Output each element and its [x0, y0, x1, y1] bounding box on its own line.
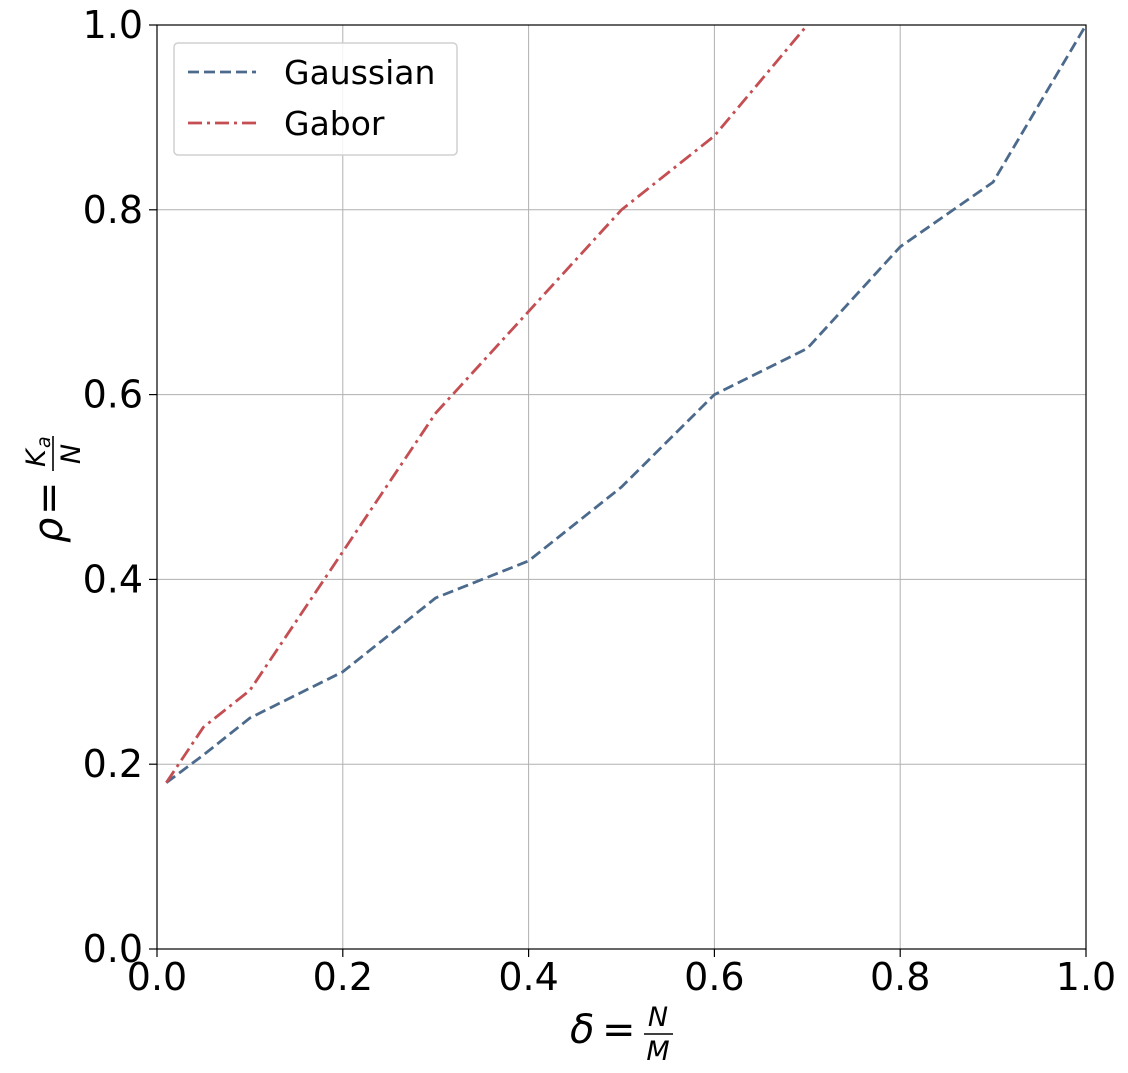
- y-tick-label-2: 0.4: [83, 557, 143, 601]
- y-tick-label-3: 0.6: [83, 373, 143, 417]
- series-line-gaussian: [165, 24, 1088, 784]
- y-tick-label-4: 0.8: [83, 188, 143, 232]
- x-axis-label-denominator: M: [646, 1036, 669, 1067]
- plot-frame: [156, 24, 1087, 950]
- x-tick-label-5: 1.0: [1056, 955, 1116, 999]
- y-tick-label-1: 0.2: [83, 742, 143, 786]
- series-layer: [165, 24, 1088, 784]
- series-line-gabor: [165, 24, 809, 784]
- y-axis-label-equals: =: [26, 481, 72, 515]
- ticks: 0.0 0.2 0.4 0.6 0.8 1.0 0.0 0.2 0.4 0.6 0.8 1.0: [83, 3, 1117, 999]
- x-tick-label-3: 0.6: [684, 955, 744, 999]
- y-axis-label-symbol: ρ: [26, 518, 72, 543]
- x-axis-label-equals: =: [602, 1007, 636, 1053]
- x-tick-label-4: 0.8: [870, 955, 930, 999]
- y-axis-label: ρ = K a N: [21, 436, 87, 543]
- x-axis-label: δ = N M: [570, 1002, 673, 1067]
- x-tick-label-2: 0.4: [498, 955, 558, 999]
- x-tick-label-1: 0.2: [313, 955, 373, 999]
- y-tick-label-5: 1.0: [83, 3, 143, 47]
- x-axis-label-numerator: N: [648, 1002, 668, 1033]
- x-tick-label-0: 0.0: [127, 955, 187, 999]
- y-axis-label-numerator-subscript: a: [33, 436, 55, 448]
- legend-label-gaussian: Gaussian: [284, 53, 435, 92]
- legend: Gaussian Gabor: [173, 42, 458, 156]
- x-axis-label-symbol: δ: [570, 1007, 594, 1053]
- y-axis-label-denominator: N: [56, 444, 87, 464]
- y-tick-label-0: 0.0: [83, 927, 143, 971]
- legend-label-gabor: Gabor: [284, 104, 385, 143]
- y-axis-label-numerator: K: [21, 447, 52, 467]
